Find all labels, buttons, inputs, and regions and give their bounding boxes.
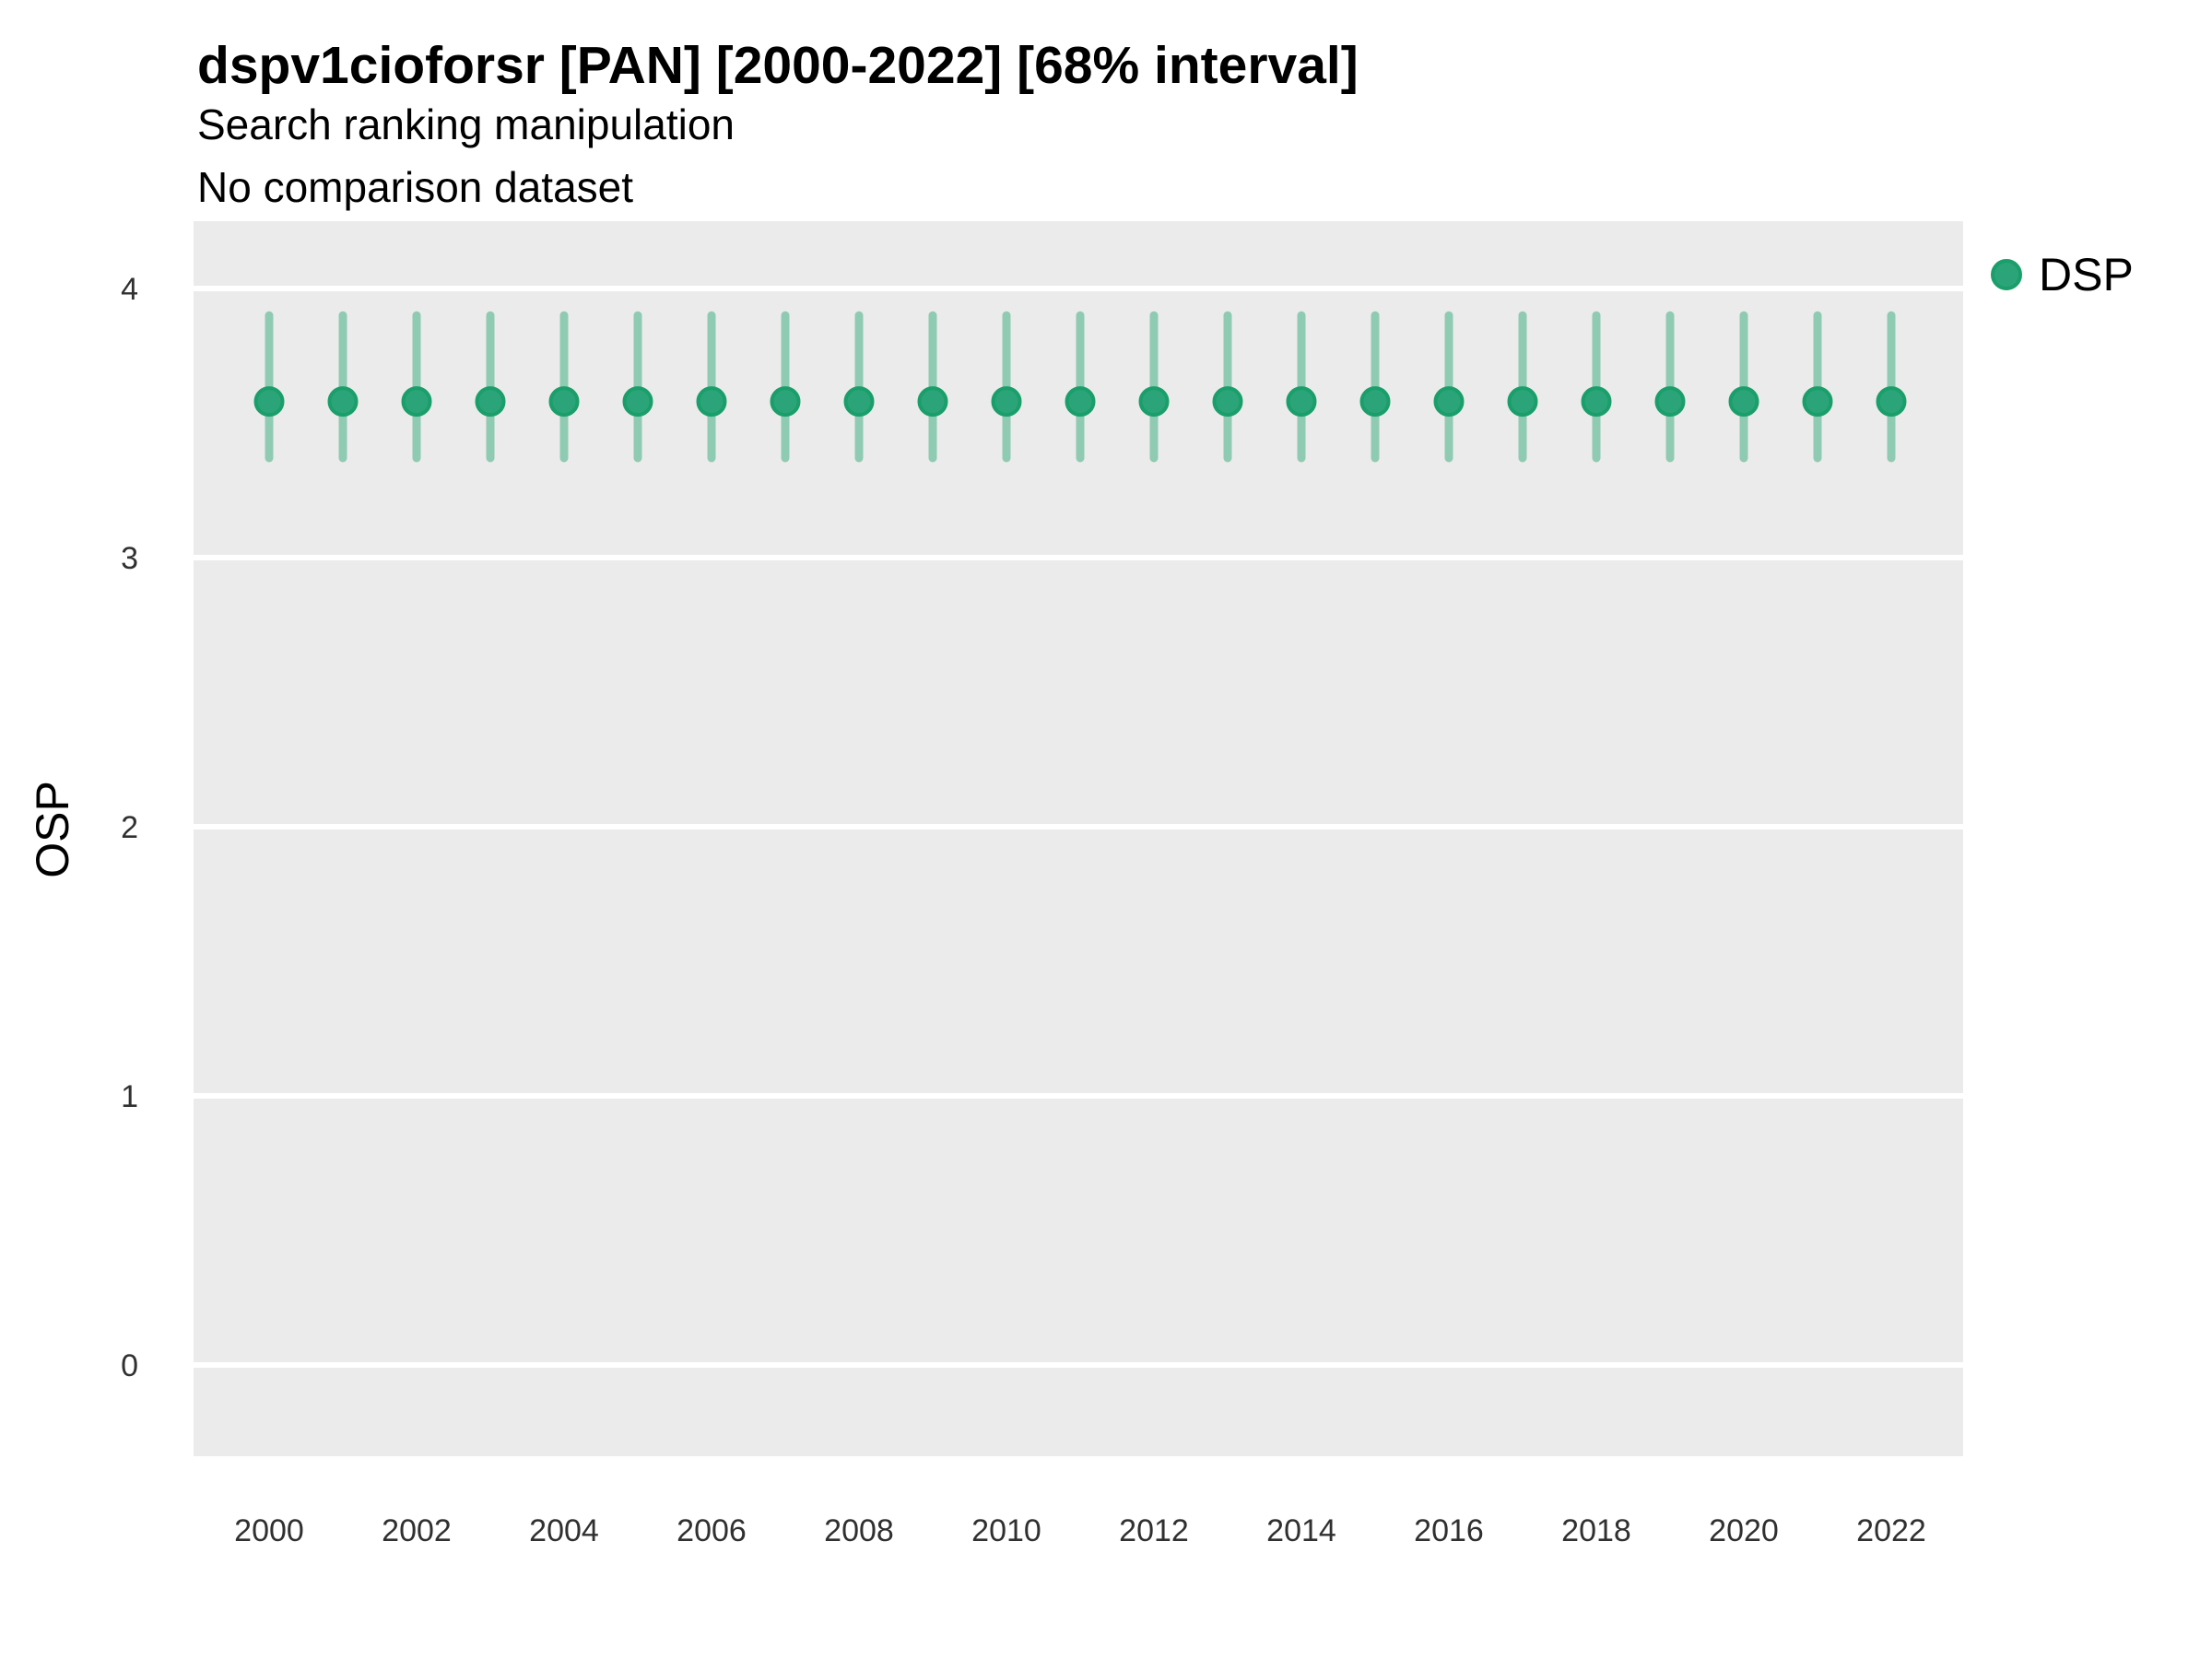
x-tick-label-2010: 2010 [971, 1513, 1041, 1548]
data-point-2019 [1654, 386, 1686, 418]
chart-title: dspv1cioforsr [PAN] [2000-2022] [68% int… [197, 36, 1359, 95]
data-point-2010 [991, 386, 1022, 418]
data-point-2005 [622, 386, 653, 418]
y-axis-title: OSP [27, 781, 78, 878]
data-point-2000 [253, 386, 285, 418]
data-point-2007 [770, 386, 801, 418]
x-tick-label-2014: 2014 [1266, 1513, 1336, 1548]
data-point-2009 [917, 386, 948, 418]
data-point-2014 [1286, 386, 1317, 418]
legend-marker-icon [1991, 259, 2022, 290]
x-tick-label-2000: 2000 [234, 1513, 304, 1548]
y-tick-label-3: 3 [121, 541, 138, 576]
x-tick-label-2016: 2016 [1414, 1513, 1484, 1548]
data-point-2022 [1876, 386, 1907, 418]
data-point-2016 [1433, 386, 1465, 418]
x-tick-label-2018: 2018 [1561, 1513, 1631, 1548]
data-point-2012 [1138, 386, 1170, 418]
data-point-2004 [548, 386, 580, 418]
legend: DSP [1991, 248, 2134, 301]
chart-note: No comparison dataset [197, 163, 634, 211]
x-tick-label-2008: 2008 [824, 1513, 894, 1548]
x-tick-label-2004: 2004 [529, 1513, 599, 1548]
data-point-2008 [843, 386, 875, 418]
data-point-2006 [696, 386, 727, 418]
x-tick-label-2012: 2012 [1119, 1513, 1189, 1548]
data-point-2002 [401, 386, 432, 418]
data-point-2001 [327, 386, 359, 418]
x-tick-label-2020: 2020 [1709, 1513, 1779, 1548]
data-point-2020 [1728, 386, 1759, 418]
x-tick-label-2006: 2006 [677, 1513, 747, 1548]
data-point-2011 [1065, 386, 1096, 418]
y-tick-label-4: 4 [121, 272, 138, 307]
legend-label: DSP [2039, 249, 2134, 300]
y-tick-label-2: 2 [121, 810, 138, 845]
data-point-2018 [1581, 386, 1612, 418]
data-point-2015 [1359, 386, 1391, 418]
data-point-2021 [1802, 386, 1833, 418]
y-tick-label-0: 0 [121, 1348, 138, 1383]
data-point-2013 [1212, 386, 1243, 418]
chart-subtitle: Search ranking manipulation [197, 100, 735, 148]
x-tick-label-2022: 2022 [1856, 1513, 1926, 1548]
y-tick-label-1: 1 [121, 1079, 138, 1114]
x-tick-label-2002: 2002 [382, 1513, 452, 1548]
data-point-2003 [475, 386, 506, 418]
data-point-2017 [1507, 386, 1538, 418]
